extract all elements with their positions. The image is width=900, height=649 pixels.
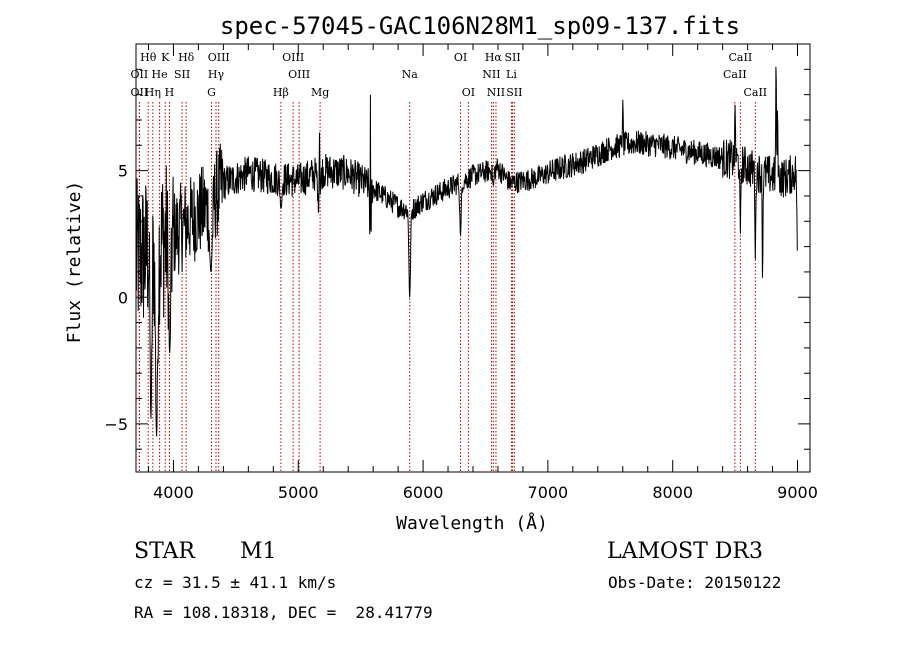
line-label-27: CaII [743, 86, 767, 99]
object-class: STAR [134, 539, 195, 564]
y-axis-label: Flux (relative) [64, 181, 85, 344]
line-label-13: OIII [288, 68, 310, 81]
line-label-24: SII [506, 86, 522, 99]
line-label-10: Hγ [208, 68, 225, 81]
line-label-0: Hθ [140, 51, 157, 64]
line-label-25: CaII [729, 51, 753, 64]
x-tick-label: 5000 [278, 483, 319, 502]
line-label-5: He [152, 68, 168, 81]
line-label-6: Hη [145, 86, 161, 99]
line-label-4: Hδ [178, 51, 195, 64]
x-tick-label: 6000 [403, 483, 444, 502]
line-label-14: Hβ [273, 86, 289, 99]
survey-name: LAMOST DR3 [607, 539, 763, 564]
axis-ticks: 4000 5000 6000 7000 8000 9000 −5 0 5 [104, 44, 818, 502]
x-axis-label: Wavelength (Å) [396, 512, 548, 534]
x-tick-label: 4000 [153, 483, 194, 502]
line-label-1: OII [131, 68, 149, 81]
redshift-cz: cz = 31.5 ± 41.1 km/s [134, 573, 337, 592]
x-tick-label: 8000 [652, 483, 693, 502]
line-label-11: G [207, 86, 216, 99]
line-label-16: Na [402, 68, 419, 81]
line-label-23: Li [506, 68, 517, 81]
chart-title: spec-57045-GAC106N28M1_sp09-137.fits [220, 12, 740, 40]
y-tick-label: −5 [104, 415, 128, 434]
line-label-17: OI [454, 51, 467, 64]
y-tick-label: 0 [118, 288, 128, 307]
line-label-15: Mg [311, 86, 329, 99]
line-label-9: OIII [208, 51, 230, 64]
line-label-22: SII [504, 51, 520, 64]
object-subclass: M1 [240, 539, 277, 564]
observation-date: Obs-Date: 20150122 [608, 573, 782, 592]
line-label-19: Hα [485, 51, 503, 64]
line-label-3: K [161, 51, 170, 64]
line-label-20: NII [482, 68, 500, 81]
y-tick-label: 5 [118, 162, 128, 181]
plot-frame [135, 43, 811, 473]
emission-line-markers: Hθ OII OII K Hδ He Hη H SII OIII Hγ G OIII OIII Hβ Mg Na… [131, 51, 767, 472]
x-tick-label: 7000 [528, 483, 569, 502]
line-label-18: OI [462, 86, 475, 99]
x-tick-label: 9000 [777, 483, 818, 502]
spectrum-line [135, 66, 798, 437]
coordinates: RA = 108.18318, DEC = 28.41779 [134, 603, 433, 622]
line-label-21: NII [487, 86, 505, 99]
line-label-26: CaII [723, 68, 747, 81]
line-label-7: H [165, 86, 175, 99]
line-label-2: OII [131, 86, 149, 99]
line-label-8: SII [174, 68, 190, 81]
line-label-12: OIII [282, 51, 304, 64]
